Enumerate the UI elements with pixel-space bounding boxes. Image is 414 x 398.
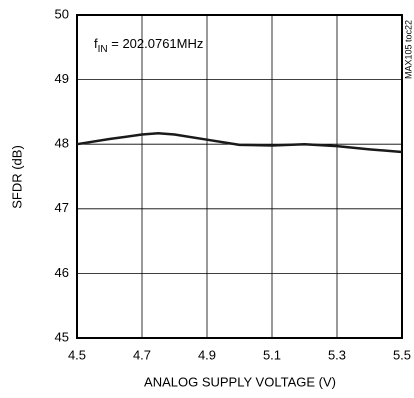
y-tick-label: 46 bbox=[55, 265, 69, 280]
figure-id: MAX105 toc22 bbox=[403, 20, 413, 79]
data-line bbox=[76, 131, 403, 154]
x-tick-label: 5.5 bbox=[393, 347, 411, 362]
annotation-sub: IN bbox=[98, 44, 108, 55]
annotation-main: f bbox=[94, 36, 98, 51]
x-tick-label: 4.5 bbox=[68, 347, 86, 362]
y-tick-label: 49 bbox=[55, 71, 69, 86]
y-tick-label: 48 bbox=[55, 136, 69, 151]
y-tick-label: 45 bbox=[55, 329, 69, 344]
x-axis-label: ANALOG SUPPLY VOLTAGE (V) bbox=[144, 374, 336, 389]
x-tick-label: 5.3 bbox=[328, 347, 346, 362]
annotation-rest: = 202.0761MHz bbox=[108, 36, 204, 51]
annotation: fIN = 202.0761MHz bbox=[94, 36, 203, 54]
x-tick-label: 5.1 bbox=[263, 347, 281, 362]
x-tick-label: 4.7 bbox=[133, 347, 151, 362]
y-tick-label: 50 bbox=[55, 6, 69, 21]
x-tick-label: 4.9 bbox=[198, 347, 216, 362]
y-axis-label: SFDR (dB) bbox=[9, 145, 24, 209]
plot-frame bbox=[76, 14, 403, 339]
y-tick-label: 47 bbox=[55, 200, 69, 215]
